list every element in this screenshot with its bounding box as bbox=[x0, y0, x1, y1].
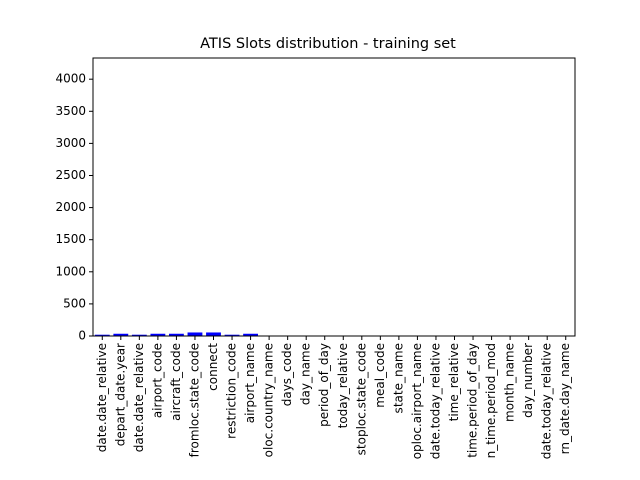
bar bbox=[187, 332, 203, 336]
x-tick-label: time_relative bbox=[447, 343, 461, 421]
y-tick-label: 2000 bbox=[55, 200, 86, 214]
x-tick-label: n_time.period_mod bbox=[484, 343, 498, 458]
x-tick-label: month_name bbox=[503, 343, 517, 422]
x-tick-label: airport_code bbox=[150, 343, 164, 418]
bar bbox=[150, 333, 166, 336]
x-tick-label: stoploc.state_code bbox=[354, 343, 368, 455]
bar bbox=[243, 333, 258, 336]
x-tick-label: state_name bbox=[391, 343, 405, 413]
x-tick-label: connect bbox=[206, 343, 220, 391]
x-tick-label: days_code bbox=[280, 343, 294, 406]
y-tick-label: 2500 bbox=[55, 168, 86, 182]
y-tick-label: 3000 bbox=[55, 136, 86, 150]
x-tick-label: airport_name bbox=[243, 343, 257, 423]
x-tick-label: date.today_relative bbox=[540, 343, 554, 459]
bar bbox=[169, 333, 184, 336]
x-tick-label: oloc.country_name bbox=[262, 343, 276, 457]
x-tick-label: date.today_relative bbox=[428, 343, 442, 459]
bar bbox=[206, 332, 221, 336]
chart-title: ATIS Slots distribution - training set bbox=[200, 36, 456, 52]
x-tick-label: restriction_code bbox=[225, 343, 239, 439]
x-tick-label: rn_date.day_name bbox=[558, 343, 572, 454]
x-tick-label: aircraft_code bbox=[169, 343, 183, 421]
x-tick-label: oploc.airport_name bbox=[410, 343, 424, 459]
y-tick-label: 500 bbox=[63, 296, 86, 310]
x-tick-label: meal_code bbox=[373, 343, 387, 408]
x-tick-label: day_number bbox=[521, 343, 535, 418]
x-tick-label: period_of_day bbox=[317, 343, 331, 427]
x-tick-label: fromloc.state_code bbox=[187, 343, 201, 457]
bar bbox=[131, 334, 147, 336]
y-tick-label: 3500 bbox=[55, 104, 86, 118]
x-tick-label: date.date_relative bbox=[95, 343, 109, 452]
y-tick-label: 4000 bbox=[55, 72, 86, 86]
bar bbox=[113, 333, 129, 336]
x-tick-label: today_relative bbox=[336, 343, 350, 428]
plot-frame bbox=[92, 57, 576, 337]
x-tick-label: time.period_of_day bbox=[466, 343, 480, 458]
y-tick-label: 1000 bbox=[55, 264, 86, 278]
bar bbox=[94, 334, 110, 336]
x-tick-label: day_name bbox=[299, 343, 313, 405]
y-tick-label: 1500 bbox=[55, 232, 86, 246]
x-tick-label: date.date_relative bbox=[132, 343, 146, 452]
bar bbox=[224, 334, 240, 336]
y-tick-label: 0 bbox=[78, 329, 86, 343]
x-tick-label: depart_date.year bbox=[113, 343, 127, 446]
